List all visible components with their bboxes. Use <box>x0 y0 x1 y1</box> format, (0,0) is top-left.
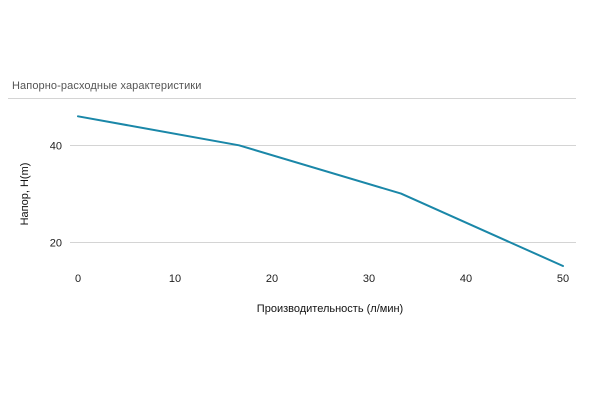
title-divider <box>8 98 576 99</box>
x-tick-label-10: 10 <box>169 273 181 285</box>
x-tick-label-20: 20 <box>266 273 278 285</box>
chart-title: Напорно-расходные характеристики <box>12 80 202 92</box>
x-tick-label-40: 40 <box>460 273 472 285</box>
x-tick-label-30: 30 <box>363 273 375 285</box>
tick-labels: 20 40 0 10 20 30 40 50 <box>50 141 569 286</box>
x-tick-label-0: 0 <box>75 273 81 285</box>
y-axis-label: Напор, H(m) <box>19 163 31 226</box>
series-line-0 <box>77 115 564 267</box>
series-layer <box>77 115 564 267</box>
x-tick-label-50: 50 <box>557 273 569 285</box>
x-axis-label: Производительность (л/мин) <box>257 303 403 315</box>
y-tick-label-40: 40 <box>50 141 62 153</box>
y-tick-label-20: 20 <box>50 238 62 250</box>
grid-lines <box>70 145 576 243</box>
